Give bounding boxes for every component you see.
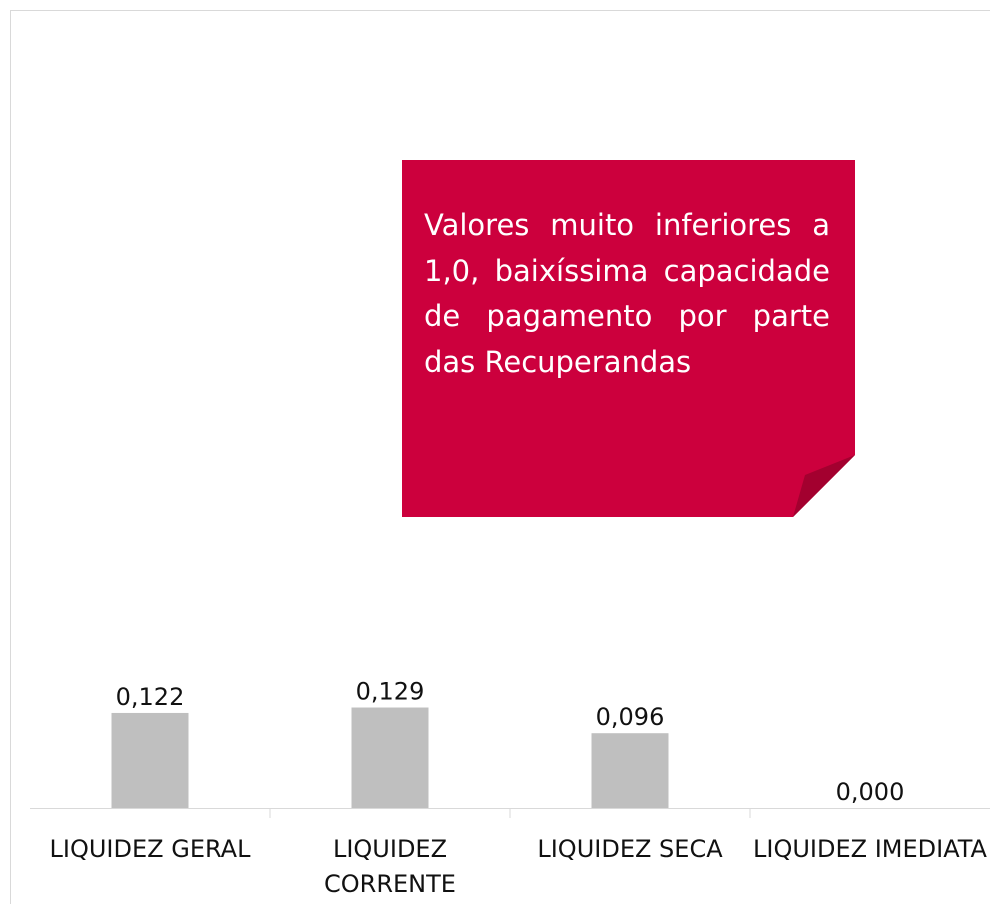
note-fold <box>793 455 855 517</box>
bar <box>351 707 429 808</box>
bar <box>111 712 189 808</box>
value-label: 0,096 <box>596 703 665 731</box>
x-tick-label: LIQUIDEZ SECA <box>537 835 723 863</box>
x-tick-label: LIQUIDEZ CORRENTE <box>324 835 456 898</box>
x-tick-label: LIQUIDEZ IMEDIATA <box>753 835 987 863</box>
bar <box>591 733 669 808</box>
frame <box>10 10 990 904</box>
value-label: 0,000 <box>836 778 905 806</box>
x-tick-label: LIQUIDEZ GERAL <box>49 835 251 863</box>
value-label: 0,129 <box>356 678 425 706</box>
note-box <box>402 160 855 517</box>
value-label: 0,122 <box>116 683 185 711</box>
annotation: Valores muito inferiores a 1,0, baixíssi… <box>424 208 830 379</box>
